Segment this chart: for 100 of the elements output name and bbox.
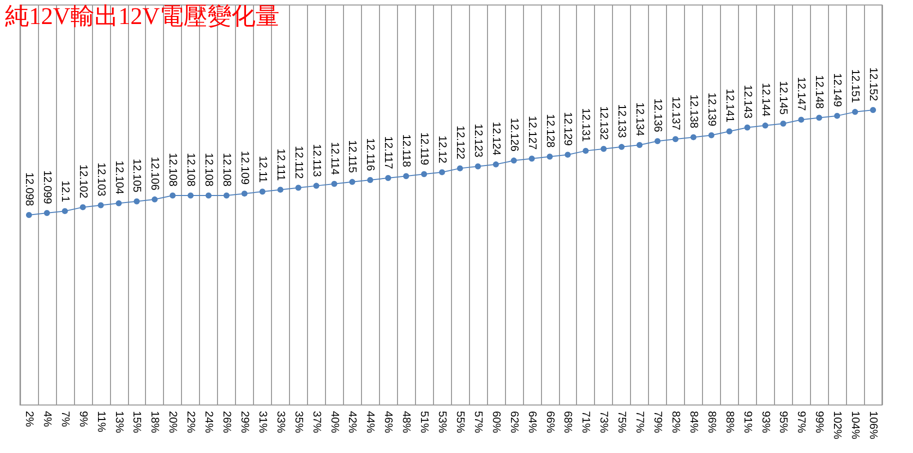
data-label: 12.134 (634, 102, 646, 136)
data-label: 12.147 (795, 77, 808, 111)
data-label: 12.151 (849, 69, 862, 103)
data-label: 12.128 (544, 114, 556, 148)
x-tick-label: 60% (490, 411, 502, 434)
point (331, 180, 338, 187)
chart-title: 純12V輸出12V電壓變化量 (5, 4, 280, 30)
data-label: 12.138 (687, 94, 700, 128)
point (170, 192, 176, 199)
point (600, 146, 607, 152)
point (636, 142, 643, 148)
data-label: 12.114 (328, 142, 340, 175)
point (152, 196, 158, 202)
data-label: 12.144 (759, 82, 772, 117)
data-label: 12.1 (58, 180, 71, 202)
data-label: 12.132 (598, 106, 610, 140)
data-label: 12.108 (202, 152, 215, 187)
x-tick-label: 13% (112, 411, 125, 434)
data-label: 12.133 (616, 104, 628, 138)
data-label: 12.119 (418, 132, 430, 166)
x-tick-label: 71% (580, 411, 592, 434)
point (134, 198, 140, 204)
x-tick-label: 102% (831, 411, 844, 440)
x-tick-label: 79% (652, 411, 664, 434)
point (98, 202, 104, 208)
x-tick-label: 73% (598, 411, 610, 434)
point (744, 124, 750, 130)
data-label: 12.105 (130, 158, 143, 192)
point (349, 178, 356, 185)
data-label: 12.137 (669, 96, 682, 130)
point (277, 186, 284, 193)
point (80, 204, 86, 210)
x-tick-label: 48% (400, 411, 412, 434)
x-tick-label: 7% (58, 411, 71, 428)
data-label: 12.145 (777, 80, 790, 115)
data-label: 12.139 (705, 92, 718, 126)
data-label: 12.122 (454, 126, 466, 160)
x-tick-label: 95% (777, 411, 790, 434)
x-tick-label: 68% (562, 411, 574, 434)
point (780, 120, 786, 127)
x-tick-label: 37% (310, 411, 322, 434)
x-tick-label: 35% (292, 411, 304, 434)
point (492, 161, 499, 168)
data-label: 12.106 (148, 156, 161, 190)
point (241, 190, 248, 197)
x-tick-label: 99% (813, 411, 826, 434)
x-tick-label: 44% (364, 411, 376, 434)
x-tick-label: 29% (238, 411, 250, 434)
x-tick-label: 20% (166, 411, 179, 434)
x-tick-label: 97% (795, 411, 808, 434)
point (439, 169, 446, 176)
data-label: 12.115 (346, 140, 358, 173)
x-tick-label: 77% (634, 411, 646, 434)
x-tick-label: 91% (741, 411, 754, 434)
x-tick-label: 26% (220, 411, 233, 434)
data-label: 12.099 (40, 170, 53, 204)
point (870, 106, 876, 113)
point (385, 175, 392, 182)
data-label: 12.141 (723, 88, 736, 122)
x-tick-label: 40% (328, 411, 340, 434)
data-label: 12.149 (831, 73, 844, 107)
point (618, 144, 625, 150)
data-label: 12.131 (580, 108, 592, 142)
data-label: 12.127 (526, 116, 538, 150)
x-tick-label: 31% (256, 411, 268, 434)
point (708, 132, 714, 138)
point (295, 184, 302, 191)
data-label: 12.103 (94, 162, 107, 196)
x-tick-label: 42% (346, 411, 358, 434)
x-tick-label: 24% (202, 411, 215, 434)
point (546, 154, 553, 160)
data-label: 12.123 (472, 124, 484, 158)
x-tick-label: 9% (76, 411, 89, 428)
x-tick-label: 4% (40, 411, 53, 428)
point (762, 122, 768, 129)
x-tick-label: 106% (867, 411, 880, 440)
point (116, 200, 122, 206)
data-label: 12.104 (112, 160, 125, 194)
data-label: 12.112 (292, 146, 304, 179)
point (26, 212, 32, 218)
point (224, 192, 230, 199)
data-label: 12.098 (22, 172, 35, 206)
x-tick-label: 55% (454, 411, 466, 434)
x-tick-label: 62% (508, 411, 520, 434)
data-label: 12.102 (76, 164, 89, 198)
x-tick-label: 66% (544, 411, 556, 434)
data-label: 12.109 (238, 150, 250, 185)
x-tick-label: 46% (382, 411, 394, 434)
x-tick-label: 93% (759, 411, 772, 434)
data-label: 12.111 (274, 148, 286, 181)
point (44, 210, 50, 216)
point (528, 156, 535, 162)
x-tick-label: 51% (418, 411, 430, 434)
data-label: 12.113 (310, 144, 322, 177)
x-tick-label: 22% (184, 411, 197, 434)
x-tick-label: 82% (669, 411, 682, 434)
data-label: 12.148 (813, 75, 826, 109)
data-label: 12.108 (184, 152, 197, 187)
point (834, 112, 840, 119)
data-label: 12.108 (166, 152, 179, 187)
